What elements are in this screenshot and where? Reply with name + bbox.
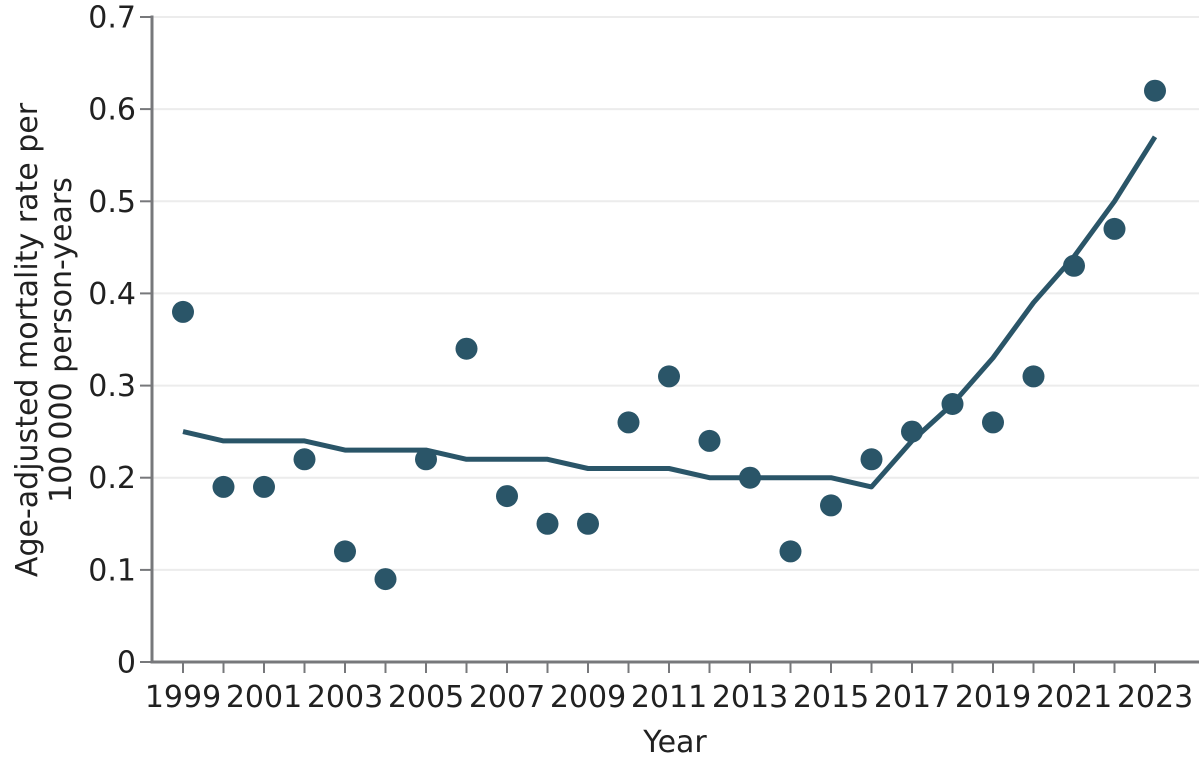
x-tick-label: 1999: [145, 680, 221, 715]
data-point: [901, 420, 923, 443]
data-point: [172, 300, 194, 323]
y-tick-label: 0.6: [88, 93, 136, 128]
y-tick-label: 0.5: [88, 185, 136, 220]
data-point: [860, 448, 883, 471]
y-axis-title-line-1: Age-adjusted mortality rate per: [10, 102, 45, 577]
data-point: [1063, 254, 1085, 277]
x-axis-ticks: 1999 2001 2003 2005 2007 2009 2011 2013 2015 2017…: [145, 662, 1193, 715]
data-point: [415, 448, 437, 471]
x-axis-title: Year: [642, 725, 707, 760]
x-tick-label: 2011: [631, 680, 707, 715]
y-tick-label: 0.7: [88, 1, 136, 36]
x-tick-label: 2019: [955, 680, 1031, 715]
data-point: [212, 475, 235, 498]
x-tick-label: 2001: [226, 680, 302, 715]
data-point: [982, 411, 1004, 434]
data-point: [374, 568, 397, 591]
data-point: [698, 429, 721, 452]
x-tick-label: 2017: [874, 680, 950, 715]
y-tick-label: 0.2: [88, 461, 136, 496]
data-point: [941, 393, 964, 415]
data-point: [536, 512, 559, 535]
data-point: [1144, 79, 1166, 102]
data-point: [820, 494, 842, 517]
x-tick-label: 2007: [469, 680, 545, 715]
y-tick-label: 0.1: [88, 553, 136, 588]
data-point: [455, 337, 478, 360]
trend-line: [182, 135, 1158, 490]
data-point: [739, 466, 761, 489]
y-axis-ticks: 0 0.1 0.2 0.3 0.4 0.5 0.6 0.7: [88, 1, 152, 681]
trend-line-group: [182, 135, 1158, 490]
x-tick-label: 2021: [1036, 680, 1112, 715]
data-point: [293, 448, 316, 471]
data-point: [658, 365, 680, 388]
x-tick-label: 2013: [712, 680, 788, 715]
data-point: [496, 485, 518, 508]
axes: [150, 15, 1199, 664]
y-tick-label: 0.4: [88, 277, 136, 312]
x-tick-label: 2023: [1117, 680, 1193, 715]
data-point: [253, 475, 275, 498]
x-tick-label: 2003: [307, 680, 383, 715]
data-point: [779, 540, 802, 563]
gridlines: [152, 16, 1199, 571]
data-point: [334, 540, 356, 563]
data-point: [617, 411, 640, 434]
y-tick-label: 0: [117, 646, 136, 681]
y-axis-title-line-2: 100 000 person-years: [44, 177, 79, 503]
data-point: [577, 512, 599, 535]
data-point: [1103, 217, 1126, 240]
scatter-points: [172, 79, 1166, 591]
y-tick-label: 0.3: [88, 369, 136, 404]
x-tick-label: 2009: [550, 680, 626, 715]
x-tick-label: 2015: [793, 680, 869, 715]
data-point: [1022, 365, 1045, 388]
x-tick-label: 2005: [388, 680, 464, 715]
